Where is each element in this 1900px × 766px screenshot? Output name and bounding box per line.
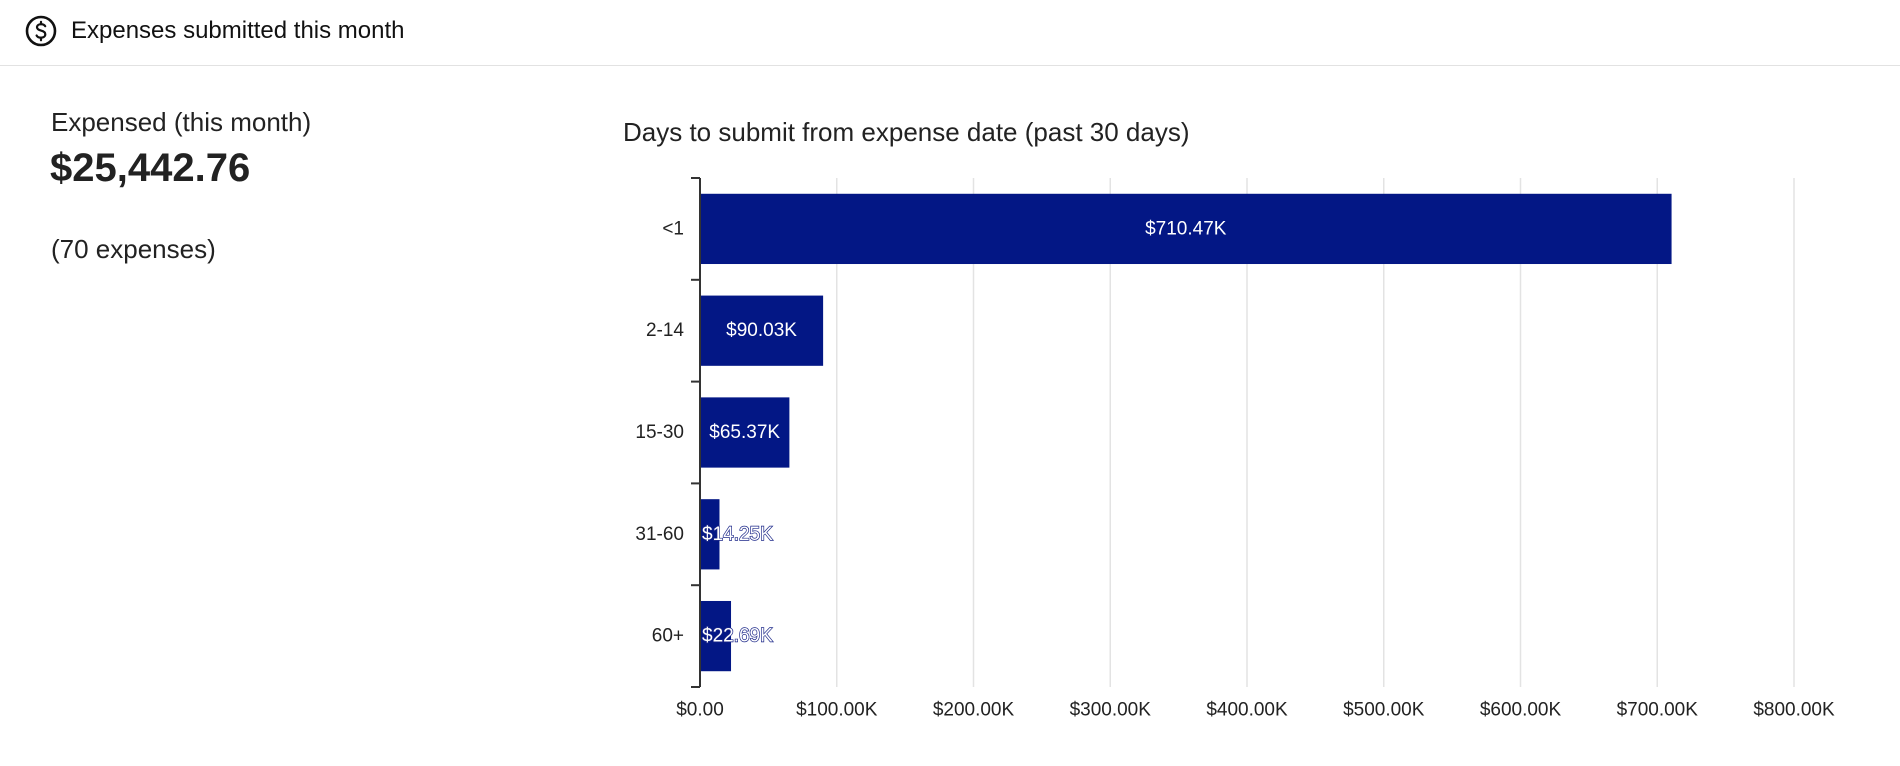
metric-label: Expensed (this month) xyxy=(51,107,312,137)
x-tick-label: $400.00K xyxy=(1206,700,1288,721)
card-title: Expenses submitted this month xyxy=(71,17,405,44)
bar-value-label: $14.25K xyxy=(702,524,773,545)
y-tick-label: 60+ xyxy=(652,626,684,647)
chart-title: Days to submit from expense date (past 3… xyxy=(623,117,1190,147)
bar xyxy=(700,295,824,366)
x-tick-label: $800.00K xyxy=(1753,700,1835,721)
y-tick-label: <1 xyxy=(662,218,684,239)
x-tick-label: $500.00K xyxy=(1343,700,1425,721)
x-tick-label: $0.00 xyxy=(676,700,724,721)
x-tick-label: $100.00K xyxy=(796,700,878,721)
y-tick-label: 2-14 xyxy=(646,320,684,341)
bar-value-label: $22.69K xyxy=(702,626,773,647)
card-header: Expenses submitted this month xyxy=(0,0,1900,66)
x-tick-label: $300.00K xyxy=(1070,700,1152,721)
x-tick-label: $700.00K xyxy=(1617,700,1699,721)
x-tick-label: $200.00K xyxy=(933,700,1015,721)
bar xyxy=(700,397,790,468)
metric-count: (70 expenses) xyxy=(51,234,216,264)
dollar-circle-icon xyxy=(25,15,57,47)
bar-value-label: $710.47K xyxy=(1145,218,1227,239)
x-tick-label: $600.00K xyxy=(1480,700,1562,721)
y-tick-label: 31-60 xyxy=(635,524,684,545)
y-tick-label: 15-30 xyxy=(635,422,684,443)
bar-value-label: $65.37K xyxy=(709,422,780,443)
bar xyxy=(700,499,720,570)
metric-value: $25,442.76 xyxy=(50,146,251,190)
bar xyxy=(700,193,1672,265)
bar xyxy=(700,600,732,672)
bar-value-label: $90.03K xyxy=(726,320,797,341)
